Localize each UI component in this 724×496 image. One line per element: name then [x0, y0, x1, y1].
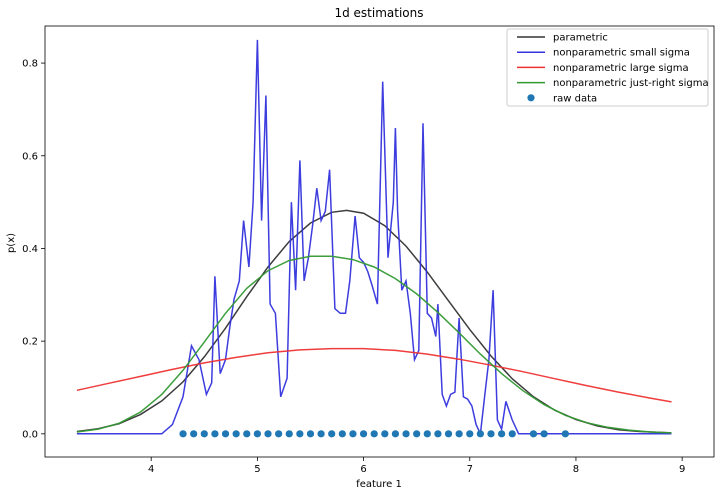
raw-data-point [285, 430, 293, 438]
raw-data-point [508, 430, 516, 438]
y-tick-label: 0.2 [22, 337, 38, 348]
y-axis-label: p(x) [6, 233, 17, 253]
raw-data-point [423, 430, 431, 438]
raw-data-point [359, 430, 368, 438]
raw-data-point [466, 430, 474, 438]
x-tick-label: 8 [573, 464, 579, 475]
raw-data-point [370, 430, 378, 438]
raw-data-point [529, 430, 538, 438]
series-line-nonparametric-large-sigma [76, 347, 672, 403]
y-tick-label: 0.0 [22, 429, 38, 440]
raw-data-point [306, 430, 315, 438]
raw-data-point [179, 430, 187, 438]
raw-data-point [232, 430, 240, 438]
raw-data-point [413, 430, 421, 438]
y-axis: 0.0 0.2 0.4 0.6 0.8 [22, 59, 45, 440]
raw-data-point [561, 430, 569, 438]
raw-data-point [253, 430, 261, 438]
raw-data-point [487, 430, 495, 438]
raw-data-point [444, 430, 453, 438]
raw-data-point [211, 430, 219, 438]
raw-data-point [328, 430, 336, 438]
x-tick-label: 6 [360, 464, 366, 475]
raw-data-point [434, 430, 442, 438]
raw-data-point [200, 430, 208, 438]
legend-box [506, 28, 709, 107]
x-tick-label: 7 [467, 464, 473, 475]
legend: parametric nonparametric small sigma nonpa… [506, 28, 709, 107]
plot-area [44, 25, 715, 458]
legend-label: nonparametric just-right sigma [553, 78, 709, 89]
legend-label: nonparametric large sigma [553, 63, 689, 74]
y-tick-label: 0.8 [22, 59, 38, 70]
legend-label: parametric [553, 33, 608, 44]
series-line-nonparametric-small-sigma [76, 39, 672, 437]
raw-data-point [296, 430, 304, 438]
legend-label: nonparametric small sigma [553, 48, 690, 59]
x-tick-label: 5 [254, 464, 260, 475]
y-tick-label: 0.6 [22, 151, 38, 162]
raw-data-point [349, 430, 357, 438]
raw-data-point [221, 430, 230, 438]
raw-data-point [381, 430, 389, 438]
x-axis: 4 5 6 7 8 9 [148, 457, 685, 475]
x-axis-label: feature 1 [356, 479, 402, 490]
raw-data-point [402, 430, 410, 438]
x-tick-label: 9 [679, 464, 685, 475]
chart-title: 1d estimations [334, 6, 423, 20]
raw-data-point [540, 430, 548, 438]
raw-data-point [476, 430, 484, 438]
series-line-nonparametric-just-right-sigma [76, 255, 672, 434]
raw-data-point [338, 430, 346, 438]
raw-data-point [391, 430, 400, 438]
y-tick-label: 0.4 [22, 244, 38, 255]
raw-data-point [455, 430, 463, 438]
raw-data-point [317, 430, 325, 438]
raw-data-point [243, 430, 251, 438]
raw-data-point [264, 430, 272, 438]
raw-data-point [190, 430, 198, 438]
raw-data-point [275, 430, 283, 438]
legend-label: raw data [553, 93, 597, 104]
legend-marker [527, 94, 535, 102]
raw-data-point [498, 430, 506, 438]
plot-frame [44, 25, 715, 458]
x-tick-label: 4 [148, 464, 154, 475]
